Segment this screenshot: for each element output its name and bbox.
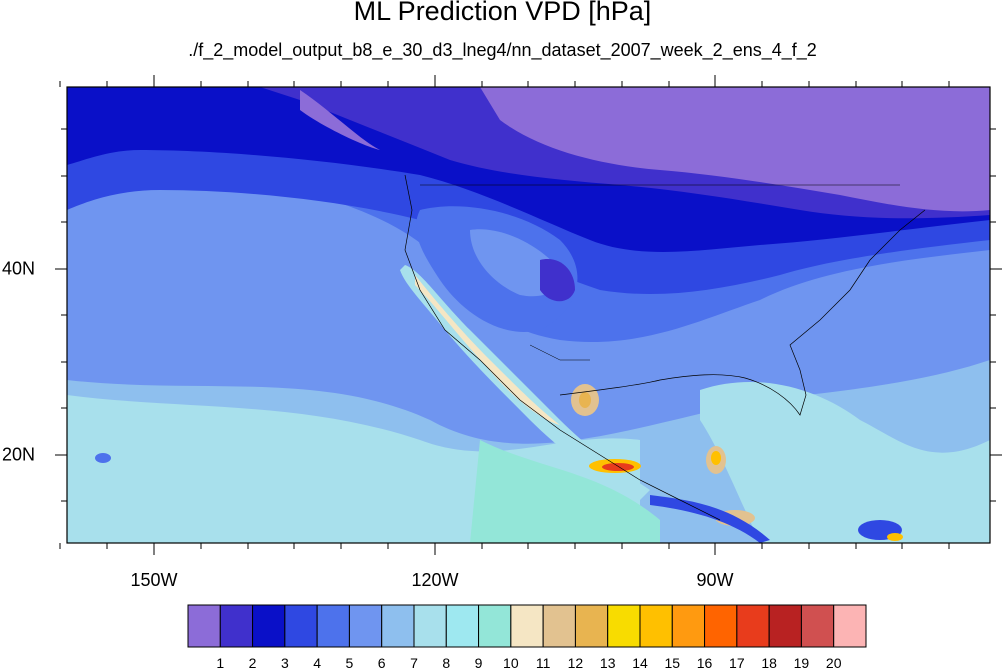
map-title: ML Prediction VPD [hPa] <box>353 0 652 26</box>
lon-label-120w: 120W <box>411 570 459 590</box>
colorbar-swatch <box>800 604 835 648</box>
colorbar-tick-label: 9 <box>474 655 483 671</box>
colorbar-tick-label: 17 <box>729 655 745 671</box>
colorbar-tick-label: 1 <box>216 655 225 671</box>
colorbar-swatch <box>252 604 286 648</box>
colorbar-swatch <box>284 604 318 648</box>
colorbar-swatch <box>381 604 415 648</box>
colorbar-swatch <box>833 604 867 648</box>
colorbar-swatch <box>639 604 673 648</box>
colorbar-swatch <box>671 604 706 648</box>
vpd-field <box>67 87 990 543</box>
colorbar-tick-label: 13 <box>599 655 616 671</box>
colorbar-swatch <box>478 604 512 648</box>
colorbar-tick-label: 4 <box>313 655 322 671</box>
colorbar-swatch <box>607 604 641 648</box>
colorbar-tick-label: 8 <box>442 655 451 671</box>
lon-label-150w: 150W <box>130 570 178 590</box>
colorbar-swatch <box>219 604 254 648</box>
colorbar-swatch <box>574 604 609 648</box>
colorbar-swatch <box>510 604 544 648</box>
colorbar-tick-label: 18 <box>761 655 777 671</box>
colorbar-swatch <box>445 604 480 648</box>
lon-label-90w: 90W <box>696 570 734 590</box>
colorbar-tick-label: 15 <box>664 655 681 671</box>
map-subtitle: ./f_2_model_output_b8_e_30_d3_lneg4/nn_d… <box>188 40 817 60</box>
colorbar-swatch <box>736 604 770 648</box>
colorbar-tick-label: 5 <box>345 655 354 671</box>
colorbar-swatch <box>704 604 738 648</box>
colorbar-swatch <box>187 604 221 648</box>
colorbar-tick-label: 12 <box>567 655 584 671</box>
lat-label-20n: 20N <box>2 444 36 465</box>
lat-label-40n: 40N <box>2 258 36 279</box>
colorbar-tick-label: 16 <box>696 655 713 671</box>
colorbar-tick-label: 20 <box>825 655 842 671</box>
colorbar-tick-label: 14 <box>632 655 648 671</box>
colorbar-swatch <box>316 604 350 648</box>
colorbar-tick-label: 11 <box>535 655 551 671</box>
colorbar-tick-label: 3 <box>280 655 289 671</box>
colorbar-tick-label: 19 <box>793 655 810 671</box>
colorbar-swatch <box>348 604 383 648</box>
axis-ticks <box>55 75 1002 555</box>
colorbar-tick-label: 2 <box>248 655 257 671</box>
colorbar-swatch <box>768 604 802 648</box>
colorbar-tick-label: 6 <box>377 655 386 671</box>
colorbar-swatch <box>413 604 447 648</box>
colorbar-tick-label: 10 <box>503 655 519 671</box>
colorbar-tick-label: 7 <box>410 655 418 671</box>
colorbar-swatch <box>542 604 576 648</box>
